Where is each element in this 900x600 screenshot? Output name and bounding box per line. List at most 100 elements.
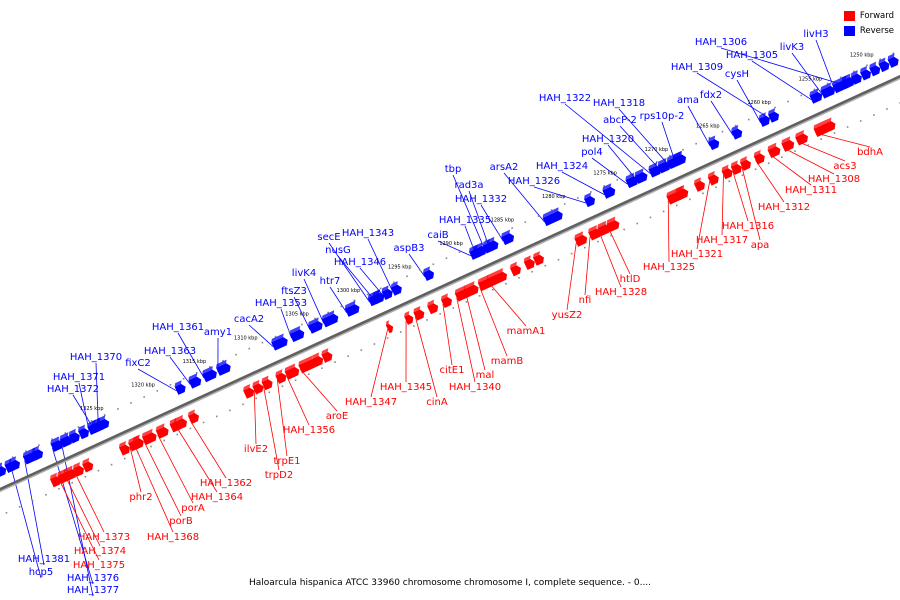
gene-face: [427, 303, 439, 315]
reverse-gene: [584, 192, 596, 208]
scale-dot: [485, 239, 487, 241]
scale-dot: [123, 457, 126, 460]
forward-gene: [795, 129, 808, 146]
gene-label: apa: [751, 240, 770, 251]
gene-face: [187, 412, 199, 425]
leader-line: [736, 79, 762, 124]
gene-face: [141, 432, 157, 446]
gene-label: rps10p-2: [640, 111, 685, 122]
legend-reverse-label: Reverse: [859, 25, 894, 36]
gene-top: [860, 65, 867, 73]
scale-dot: [655, 160, 658, 163]
gene-top: [385, 320, 390, 326]
gene-top: [721, 164, 729, 172]
scale-dot: [71, 481, 73, 484]
forward-gene: [454, 285, 470, 302]
scale-dot: [557, 258, 560, 261]
gene-face: [68, 432, 80, 444]
gene-label: HAH_1374: [74, 546, 126, 557]
forward-gene: [739, 156, 751, 171]
gene-face: [675, 189, 687, 201]
scale-dot: [117, 408, 119, 410]
leader-line: [329, 286, 348, 313]
forward-gene: [261, 375, 273, 391]
tick-label: 1270 kbp: [645, 147, 669, 153]
gene-label: HAH_1335: [439, 215, 491, 226]
scale-dot: [629, 173, 632, 175]
scale-dot: [826, 82, 829, 85]
leader-line: [414, 316, 438, 398]
leader-line: [303, 278, 325, 324]
gene-top: [32, 445, 39, 453]
reverse-gene: [625, 172, 639, 189]
tick-label: 1285 kbp: [491, 218, 515, 224]
scale-dot: [524, 221, 527, 223]
tick-label: 1280 kbp: [542, 194, 566, 200]
gene-label: livK3: [780, 42, 804, 53]
reverse-gene: [0, 462, 7, 478]
gene-top: [707, 170, 715, 178]
scale-dot: [616, 179, 619, 181]
forward-gene: [721, 164, 733, 180]
gene-face: [869, 65, 881, 77]
gene-label: htr7: [320, 276, 341, 287]
forward-gene: [404, 311, 414, 325]
leader-line: [437, 240, 472, 257]
reverse-gene: [78, 424, 90, 440]
gene-label: HAH_1322: [539, 93, 591, 104]
scale-dot: [202, 421, 205, 424]
forward-gene: [427, 299, 439, 315]
gene-label: HAH_1363: [144, 346, 196, 357]
gene-face: [813, 120, 836, 138]
gene-face: [509, 265, 521, 277]
scale-dot: [321, 367, 323, 369]
gene-top: [440, 293, 448, 300]
gene-top: [390, 281, 398, 288]
gene-label: secE: [317, 232, 340, 243]
gene-top: [312, 352, 320, 359]
gene-top: [50, 436, 60, 444]
gene-top: [781, 136, 791, 144]
gene-label: ftsZ3: [281, 286, 307, 297]
gene-label: acs3: [833, 161, 856, 172]
scale-dot: [774, 106, 776, 109]
gene-label: phr2: [129, 492, 152, 503]
gene-top: [49, 472, 57, 480]
gene-label: HAH_1320: [582, 134, 634, 145]
gene-face: [91, 420, 105, 433]
gene-label: HAH_1326: [508, 176, 560, 187]
forward-gene: [707, 170, 719, 186]
gene-top: [673, 150, 683, 159]
leader-line: [465, 293, 486, 371]
gene-label: HAH_1340: [449, 382, 501, 393]
gene-top: [298, 355, 313, 366]
scale-dot: [215, 415, 218, 418]
forward-gene: [523, 255, 535, 270]
forward-gene: [132, 434, 144, 450]
leader-line: [468, 190, 490, 248]
scale-dot: [77, 426, 80, 428]
scale-dot: [754, 168, 757, 171]
gene-face: [312, 355, 324, 368]
scale-dot: [846, 126, 849, 128]
gene-top: [187, 409, 195, 416]
gene-face: [860, 69, 872, 81]
gene-face: [261, 379, 273, 391]
gene-label: ama: [677, 95, 699, 106]
forward-gene: [243, 384, 255, 399]
forward-gene: [588, 224, 601, 241]
forward-swatch: [843, 10, 855, 21]
gene-top: [625, 172, 635, 180]
gene-face: [390, 284, 402, 296]
scale-dot: [314, 317, 316, 320]
forward-gene: [82, 457, 94, 473]
gene-label: trpD2: [265, 470, 293, 481]
gene-top: [887, 53, 895, 60]
gene-face: [730, 163, 742, 176]
scale-dot: [334, 361, 336, 363]
gene-label: HAH_1317: [696, 235, 748, 246]
gene-face: [767, 146, 781, 159]
scale-dot: [715, 186, 717, 189]
gene-top: [809, 88, 819, 96]
gene-face: [132, 438, 144, 450]
